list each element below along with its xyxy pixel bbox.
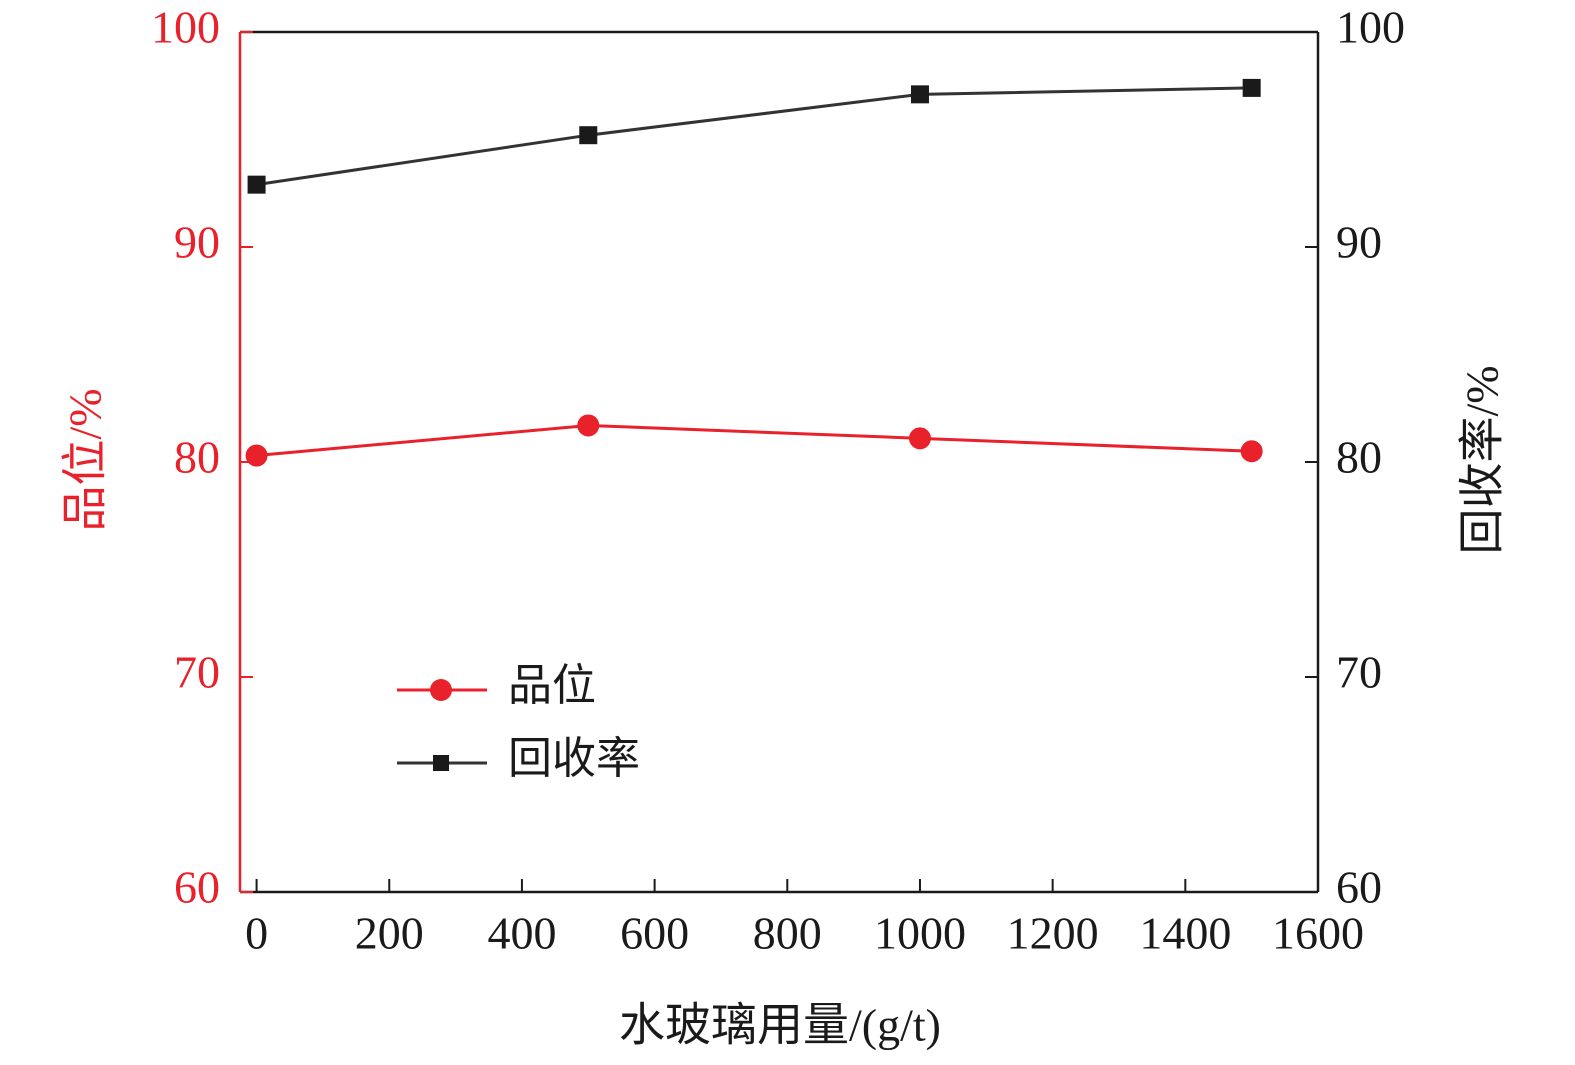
y-right-tick-label: 100 <box>1336 2 1405 53</box>
grade-point <box>908 427 931 450</box>
x-tick-label: 600 <box>620 908 689 959</box>
y-right-tick-label: 80 <box>1336 432 1382 483</box>
recovery-point <box>1242 78 1261 97</box>
y-left-tick-label: 70 <box>174 647 220 698</box>
recovery-point <box>247 175 266 194</box>
x-tick-label: 1400 <box>1139 908 1231 959</box>
legend-recovery-marker <box>433 755 449 771</box>
y-left-tick-label: 90 <box>174 217 220 268</box>
y-axis-left-label: 品位/% <box>60 388 111 531</box>
x-tick-label: 1600 <box>1272 908 1364 959</box>
y-left-tick-label: 60 <box>174 862 220 913</box>
x-tick-label: 1000 <box>874 908 966 959</box>
y-axis-right-label: 回收率/% <box>1457 365 1508 554</box>
legend: 品位 回收率 <box>397 661 640 783</box>
grade-point <box>577 414 600 437</box>
legend-recovery-label: 回收率 <box>508 734 640 783</box>
y-right-tick-label: 70 <box>1336 647 1382 698</box>
legend-item-recovery: 回收率 <box>397 734 640 783</box>
y-left-tick-label: 80 <box>174 432 220 483</box>
x-tick-label: 1200 <box>1007 908 1099 959</box>
grade-point <box>1240 440 1263 463</box>
recovery-point <box>579 126 598 145</box>
x-tick-label: 0 <box>245 908 268 959</box>
y-right-tick-label: 60 <box>1336 862 1382 913</box>
legend-grade-marker <box>430 679 452 701</box>
recovery-point <box>910 85 929 104</box>
y-left-tick-label: 100 <box>151 2 220 53</box>
x-tick-label: 800 <box>753 908 822 959</box>
x-tick-label: 400 <box>487 908 556 959</box>
legend-item-grade: 品位 <box>397 661 596 710</box>
x-axis-label: 水玻璃用量/(g/t) <box>619 1000 941 1051</box>
series-group <box>245 78 1263 467</box>
grade-point <box>245 444 268 467</box>
x-tick-label: 200 <box>355 908 424 959</box>
legend-grade-label: 品位 <box>508 661 596 710</box>
series-line-recovery <box>256 86 1252 187</box>
series-line-grade <box>256 423 1252 458</box>
y-right-tick-label: 90 <box>1336 217 1382 268</box>
ticks-group: 0 200 400 600 800 1000 1200 1400 160060708090100… <box>151 2 1405 959</box>
